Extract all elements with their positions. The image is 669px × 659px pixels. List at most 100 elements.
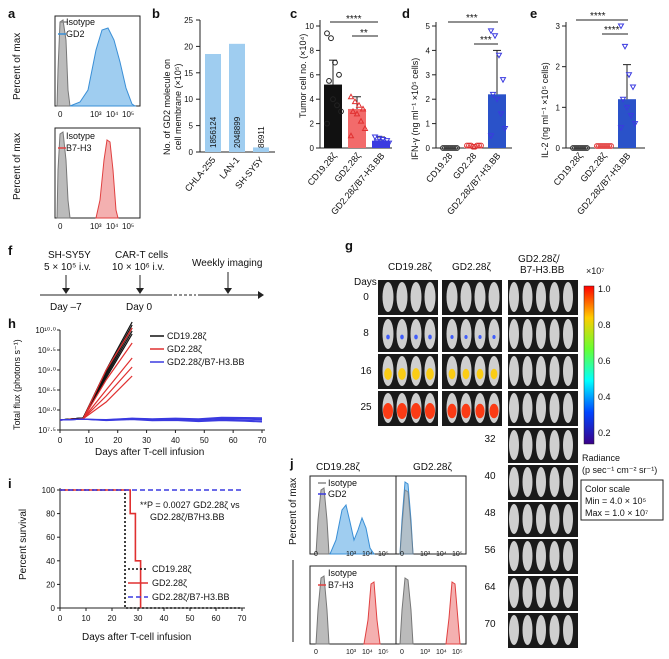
j-xtick-label: 0 [314, 649, 318, 656]
g-mouse-signal [492, 334, 496, 340]
f-step2-line2: 10 × 10⁶ i.v. [112, 262, 165, 273]
g-mouse-signal [414, 334, 418, 340]
j-col2-title: GD2.28ζ [413, 462, 452, 473]
panel-a: Percent of max Percent of max Isotype GD… [12, 15, 141, 231]
g-color-scale-line2: Min = 4.0 × 10⁵ [585, 496, 647, 506]
d-data-point [501, 125, 509, 133]
panel-b: No. of GD2 molecule on cell membrane (×1… [162, 16, 275, 193]
i-ytick-label: 80 [46, 510, 55, 519]
c-data-point [349, 107, 357, 114]
c-data-point [357, 117, 365, 124]
b-bar-value-label: 1856124 [209, 116, 218, 148]
h-ytick-label: 10⁸·⁵ [38, 386, 56, 395]
g-mouse [563, 282, 573, 312]
f-step1-line1: SH-SY5Y [48, 250, 91, 261]
a-ylabel-bottom: Percent of max [12, 133, 23, 200]
e-data-point [574, 145, 580, 151]
g-color-scale-box [580, 479, 664, 521]
j-bl-isotype-hist [315, 575, 330, 645]
b-bar-value-label: 2048899 [233, 116, 242, 148]
panel-d: IFN-γ (ng ml⁻¹ ×10⁵ cells) 0 1 2 3 4 5 *** **… [410, 13, 512, 160]
c-data-point [381, 140, 389, 147]
d-ytick-label: 1 [426, 120, 431, 129]
a-top-isotype-hist [56, 19, 71, 107]
c-data-point [336, 71, 342, 78]
d-sig-1: *** [466, 13, 478, 24]
i-legend-label: CD19.28ζ [152, 564, 192, 574]
c-bar [324, 84, 342, 148]
h-series-line [59, 357, 133, 421]
panel-letter-f: f [8, 243, 13, 258]
h-ytick-label: 10⁸·⁰ [38, 406, 56, 415]
j-xtick-label: 0 [400, 551, 404, 558]
i-legend-label: GD2.28ζ/B7-H3.BB [152, 592, 230, 602]
a-top-gd2-hist [69, 27, 137, 107]
f-day2: Day 0 [126, 302, 153, 313]
g-mouse [382, 319, 394, 349]
g-day-label: 32 [484, 434, 496, 445]
i-xlabel: Days after T-cell infusion [82, 632, 191, 643]
g-mouse-signal [447, 403, 457, 419]
g-mouse [488, 282, 500, 312]
g-mouse [382, 282, 394, 312]
j-bottom-legend-isotype: Isotype [328, 568, 357, 578]
g-color-scale-line1: Color scale [585, 484, 630, 494]
e-data-point [604, 143, 610, 149]
g-mouse [536, 356, 546, 386]
b-category-label: LAN-1 [217, 155, 241, 181]
g-mouse [563, 356, 573, 386]
i-xtick-label: 20 [108, 614, 117, 623]
c-data-point [371, 134, 379, 141]
panel-h: Total flux (photons s⁻¹) 0 10 20 30 40 50 60 70… [12, 321, 267, 458]
h-series-line [59, 418, 263, 423]
g-col2-title: GD2.28ζ [452, 262, 491, 273]
g-mouse-signal [425, 403, 435, 419]
f-day1: Day –7 [50, 302, 82, 313]
g-mouse [522, 430, 533, 460]
h-ytick-label: 10⁹·⁰ [38, 366, 56, 375]
i-xtick-label: 30 [134, 614, 143, 623]
b-bar [205, 53, 221, 152]
e-ytick-label: 3 [556, 22, 561, 31]
b-bar [229, 43, 245, 153]
h-legend-label: GD2.28ζ [167, 344, 202, 354]
g-mouse [563, 541, 573, 571]
i-ylabel: Percent survival [18, 509, 29, 580]
g-colorbar [583, 285, 595, 445]
i-ytick-label: 40 [46, 557, 55, 566]
h-xtick-label: 40 [171, 436, 180, 445]
panel-c: Tumor cell no. (×10⁴) 0 2 4 6 8 10 **** ** [298, 14, 393, 153]
d-data-point [491, 33, 499, 40]
a-bottom-xtick-3: 10⁵ [122, 222, 134, 231]
e-data-point [602, 143, 608, 149]
g-mouse-signal [426, 368, 434, 380]
c-data-point [330, 96, 336, 103]
c-data-point [338, 108, 344, 115]
a-bottom-b7h3-hist [95, 139, 119, 219]
g-mouse [549, 467, 560, 497]
c-data-point [377, 139, 385, 146]
g-mouse [488, 319, 500, 349]
j-bl-b7h3-hist [363, 581, 381, 645]
c-data-point [324, 120, 330, 127]
a-top-legend-isotype: Isotype [66, 17, 95, 27]
c-ytick-label: 10 [305, 22, 314, 31]
c-sig-2: ** [360, 28, 368, 39]
c-data-point [355, 101, 363, 108]
b-ytick-label: 15 [184, 69, 193, 78]
i-ytick-label: 20 [46, 580, 55, 589]
h-ylabel: Total flux (photons s⁻¹) [12, 339, 22, 430]
e-data-point [608, 143, 614, 149]
g-mouse [509, 393, 519, 423]
g-mouse [509, 319, 519, 349]
g-mouse [563, 393, 573, 423]
g-mouse-signal [448, 368, 456, 380]
c-data-point [334, 102, 340, 109]
i-xtick-label: 10 [82, 614, 91, 623]
j-xtick-label: 10⁴ [362, 551, 373, 558]
g-scale-tick: 0.4 [598, 392, 611, 402]
a-bottom-xtick-1: 10³ [90, 222, 102, 231]
j-box-top-right [395, 475, 467, 555]
g-mouse [536, 504, 546, 534]
c-ytick-label: 0 [310, 144, 315, 153]
